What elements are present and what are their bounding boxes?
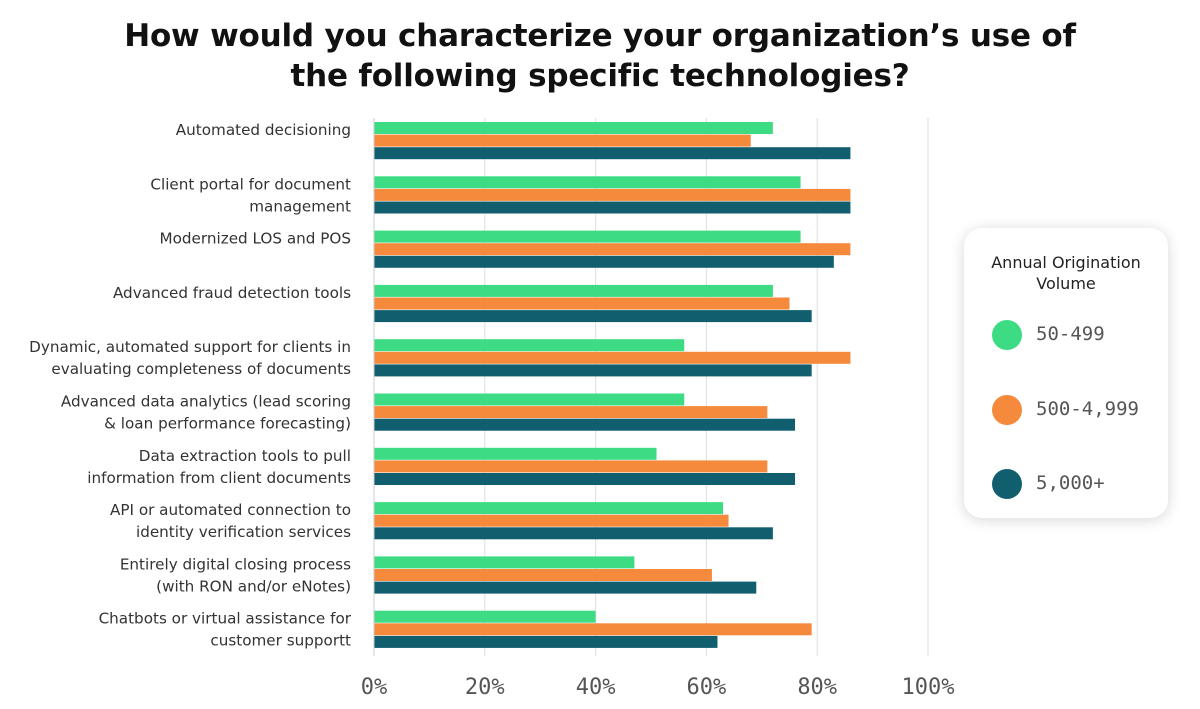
x-tick-label: 0% — [361, 675, 388, 700]
bar — [374, 418, 796, 431]
bar — [374, 255, 834, 268]
bar — [374, 230, 801, 243]
category-label: Entirely digital closing process — [120, 555, 351, 573]
category-label: Dynamic, automated support for clients i… — [29, 338, 351, 356]
bar — [374, 147, 851, 160]
bar — [374, 447, 657, 460]
bar — [374, 122, 773, 134]
legend-swatch — [992, 469, 1022, 499]
chart-title-line-2: the following specific technologies? — [290, 58, 910, 94]
bar — [374, 514, 729, 527]
legend-label: 5,000+ — [1036, 472, 1105, 494]
bar — [374, 581, 757, 594]
category-label: Modernized LOS and POS — [160, 230, 351, 248]
legend-swatch — [992, 320, 1022, 350]
bar — [374, 610, 596, 623]
category-label: management — [249, 197, 351, 215]
bar — [374, 243, 851, 256]
x-tick-label: 100% — [902, 675, 955, 700]
chart-title-line-1: How would you characterize your organiza… — [124, 18, 1076, 54]
category-label: Automated decisioning — [176, 121, 351, 139]
x-tick-label: 20% — [465, 675, 505, 700]
bar — [374, 393, 685, 406]
bar — [374, 188, 851, 201]
bar — [374, 556, 635, 569]
category-label: Advanced fraud detection tools — [113, 284, 351, 302]
legend-label: 500-4,999 — [1036, 398, 1139, 420]
bar — [374, 134, 751, 147]
bar — [374, 569, 712, 581]
bar — [374, 310, 812, 323]
bar — [374, 351, 851, 364]
x-tick-label: 60% — [687, 675, 727, 700]
bar — [374, 635, 718, 648]
category-label: API or automated connection to — [110, 501, 351, 519]
bar — [374, 284, 773, 297]
category-label: Data extraction tools to pull — [139, 447, 351, 465]
bar — [374, 297, 790, 310]
category-label: Advanced data analytics (lead scoring — [61, 393, 351, 411]
category-label: Client portal for document — [150, 175, 351, 193]
category-label: identity verification services — [136, 523, 351, 541]
bar — [374, 473, 796, 485]
category-label: (with RON and/or eNotes) — [156, 577, 351, 595]
bar — [374, 339, 685, 352]
x-tick-label: 40% — [576, 675, 616, 700]
legend: Annual Origination Volume 50-499 500-4,9… — [964, 228, 1168, 518]
bar — [374, 406, 768, 419]
legend-title-line-1: Annual Origination — [991, 253, 1141, 272]
bar — [374, 623, 812, 636]
legend-label: 50-499 — [1036, 323, 1105, 345]
chart-title: How would you characterize your organiza… — [0, 16, 1200, 96]
bar — [374, 527, 773, 540]
x-tick-label: 80% — [797, 675, 837, 700]
category-label: customer supportt — [210, 632, 351, 650]
category-label: Chatbots or virtual assistance for — [99, 610, 352, 628]
category-label: & loan performance forecasting) — [104, 415, 351, 433]
bar — [374, 201, 851, 214]
legend-title-line-2: Volume — [1036, 274, 1096, 293]
category-label: information from client documents — [87, 469, 351, 487]
bar — [374, 460, 768, 473]
bar — [374, 364, 812, 377]
legend-swatch — [992, 395, 1022, 425]
bar — [374, 502, 724, 515]
bar — [374, 176, 801, 189]
legend-title: Annual Origination Volume — [964, 252, 1168, 294]
category-label: evaluating completeness of documents — [51, 360, 351, 378]
